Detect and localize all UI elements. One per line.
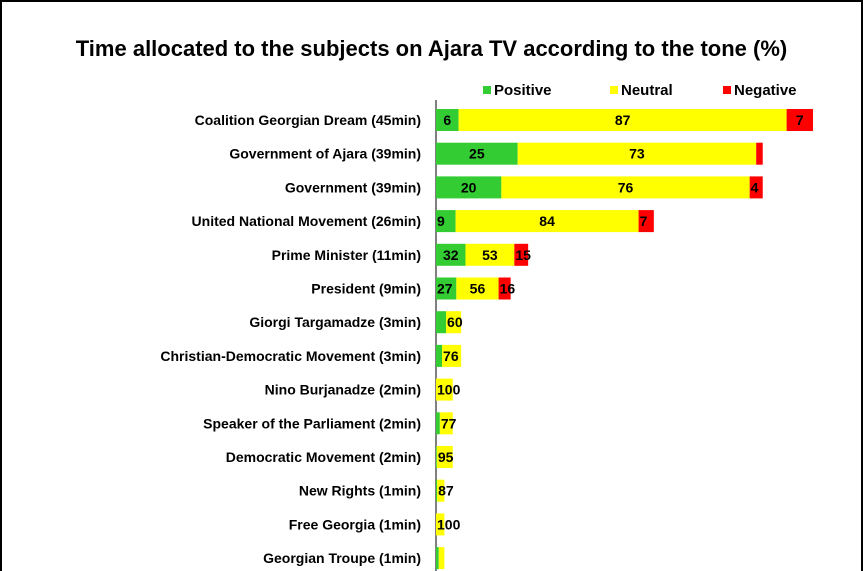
chart-title: Time allocated to the subjects on Ajara …: [75, 36, 788, 61]
data-label-neutral: 53: [482, 247, 498, 263]
bar-segment-neutral: [436, 513, 445, 536]
bar-segment-positive: [436, 547, 439, 570]
data-label-negative: 7: [796, 112, 804, 128]
bar-segment-positive: [436, 210, 456, 233]
category-label: Free Georgia (1min): [289, 516, 421, 532]
category-label: Giorgi Targamadze (3min): [249, 314, 421, 330]
category-label: Speaker of the Parliament (2min): [203, 415, 421, 431]
bar-segment-positive: [436, 277, 457, 300]
bar-segment-positive: [436, 344, 443, 367]
data-label-neutral: 87: [615, 112, 631, 128]
bar-segment-negative: [786, 109, 813, 131]
legend-item-negative: Negative: [723, 82, 797, 99]
category-label: President (9min): [311, 281, 421, 297]
data-label-positive: 20: [461, 179, 477, 195]
data-label-negative: 16: [500, 281, 516, 297]
data-label-neutral: 76: [443, 348, 459, 364]
bar-segment-positive: [436, 311, 447, 334]
bar-segment-positive: [436, 109, 459, 131]
data-label-neutral: 73: [629, 146, 645, 162]
data-label-neutral: 56: [470, 281, 486, 297]
data-label-neutral: 60: [447, 314, 463, 330]
category-label: Government (39min): [285, 179, 421, 195]
category-label: Prime Minister (11min): [272, 247, 421, 263]
bar-segment-positive: [436, 142, 518, 165]
bar-segment-neutral: [438, 547, 445, 570]
bar-segment-neutral: [437, 479, 445, 502]
category-label: Government of Ajara (39min): [229, 146, 421, 162]
bar-segment-positive: [436, 446, 437, 468]
category-label: Democratic Movement (2min): [226, 449, 421, 465]
data-label-negative: 15: [515, 247, 531, 263]
category-label: Christian-Democratic Movement (3min): [160, 348, 421, 364]
bar-segment-neutral: [455, 210, 639, 233]
data-label-positive: 27: [437, 281, 453, 297]
legend-label-neutral: Neutral: [621, 82, 673, 99]
legend-swatch-negative: [723, 86, 731, 94]
data-label-neutral: 76: [618, 179, 634, 195]
legend-swatch-neutral: [610, 86, 618, 94]
legend-swatch-positive: [483, 86, 491, 94]
category-label: Georgian Troupe (1min): [263, 550, 421, 566]
data-label-neutral: 77: [441, 415, 457, 431]
bar-segment-negative: [638, 210, 654, 233]
category-label: Coalition Georgian Dream (45min): [195, 112, 421, 128]
category-label: Nino Burjanadze (2min): [265, 382, 421, 398]
bar-segment-negative: [498, 277, 511, 300]
bar-segment-negative: [756, 142, 763, 165]
bar-segment-positive: [436, 243, 466, 266]
bar-segment-neutral: [446, 311, 462, 334]
data-label-negative: 7: [640, 213, 648, 229]
data-label-positive: 32: [443, 247, 459, 263]
category-label: United National Movement (26min): [192, 213, 421, 229]
bar-segment-neutral: [501, 176, 750, 199]
bar-segment-negative: [514, 243, 529, 266]
data-label-neutral: 84: [539, 213, 555, 229]
bar-segment-neutral: [442, 344, 462, 367]
bar-segment-positive: [436, 176, 502, 199]
bar-segment-positive: [436, 479, 438, 502]
data-label-negative: 4: [751, 179, 759, 195]
data-label-neutral: 87: [438, 483, 454, 499]
legend-label-negative: Negative: [734, 82, 797, 99]
bar-segment-negative: [749, 176, 763, 199]
legend-item-neutral: Neutral: [610, 82, 673, 99]
data-label-neutral: 95: [438, 449, 454, 465]
bar-segment-neutral: [439, 412, 453, 435]
bar-segment-neutral: [436, 446, 453, 468]
bar-segment-neutral: [436, 378, 453, 401]
bar-segment-neutral: [456, 277, 499, 300]
bar-segment-positive: [436, 412, 440, 435]
bar-segment-neutral: [458, 109, 787, 131]
bar-segment-neutral: [465, 243, 515, 266]
data-label-positive: 25: [469, 146, 485, 162]
data-label-neutral: 100: [437, 382, 461, 398]
data-label-positive: 6: [443, 112, 451, 128]
data-label-positive: 9: [437, 213, 445, 229]
legend-item-positive: Positive: [483, 82, 552, 99]
legend-label-positive: Positive: [494, 82, 552, 99]
data-label-neutral: 100: [437, 516, 461, 532]
bar-segment-neutral: [517, 142, 757, 165]
category-label: New Rights (1min): [299, 483, 421, 499]
